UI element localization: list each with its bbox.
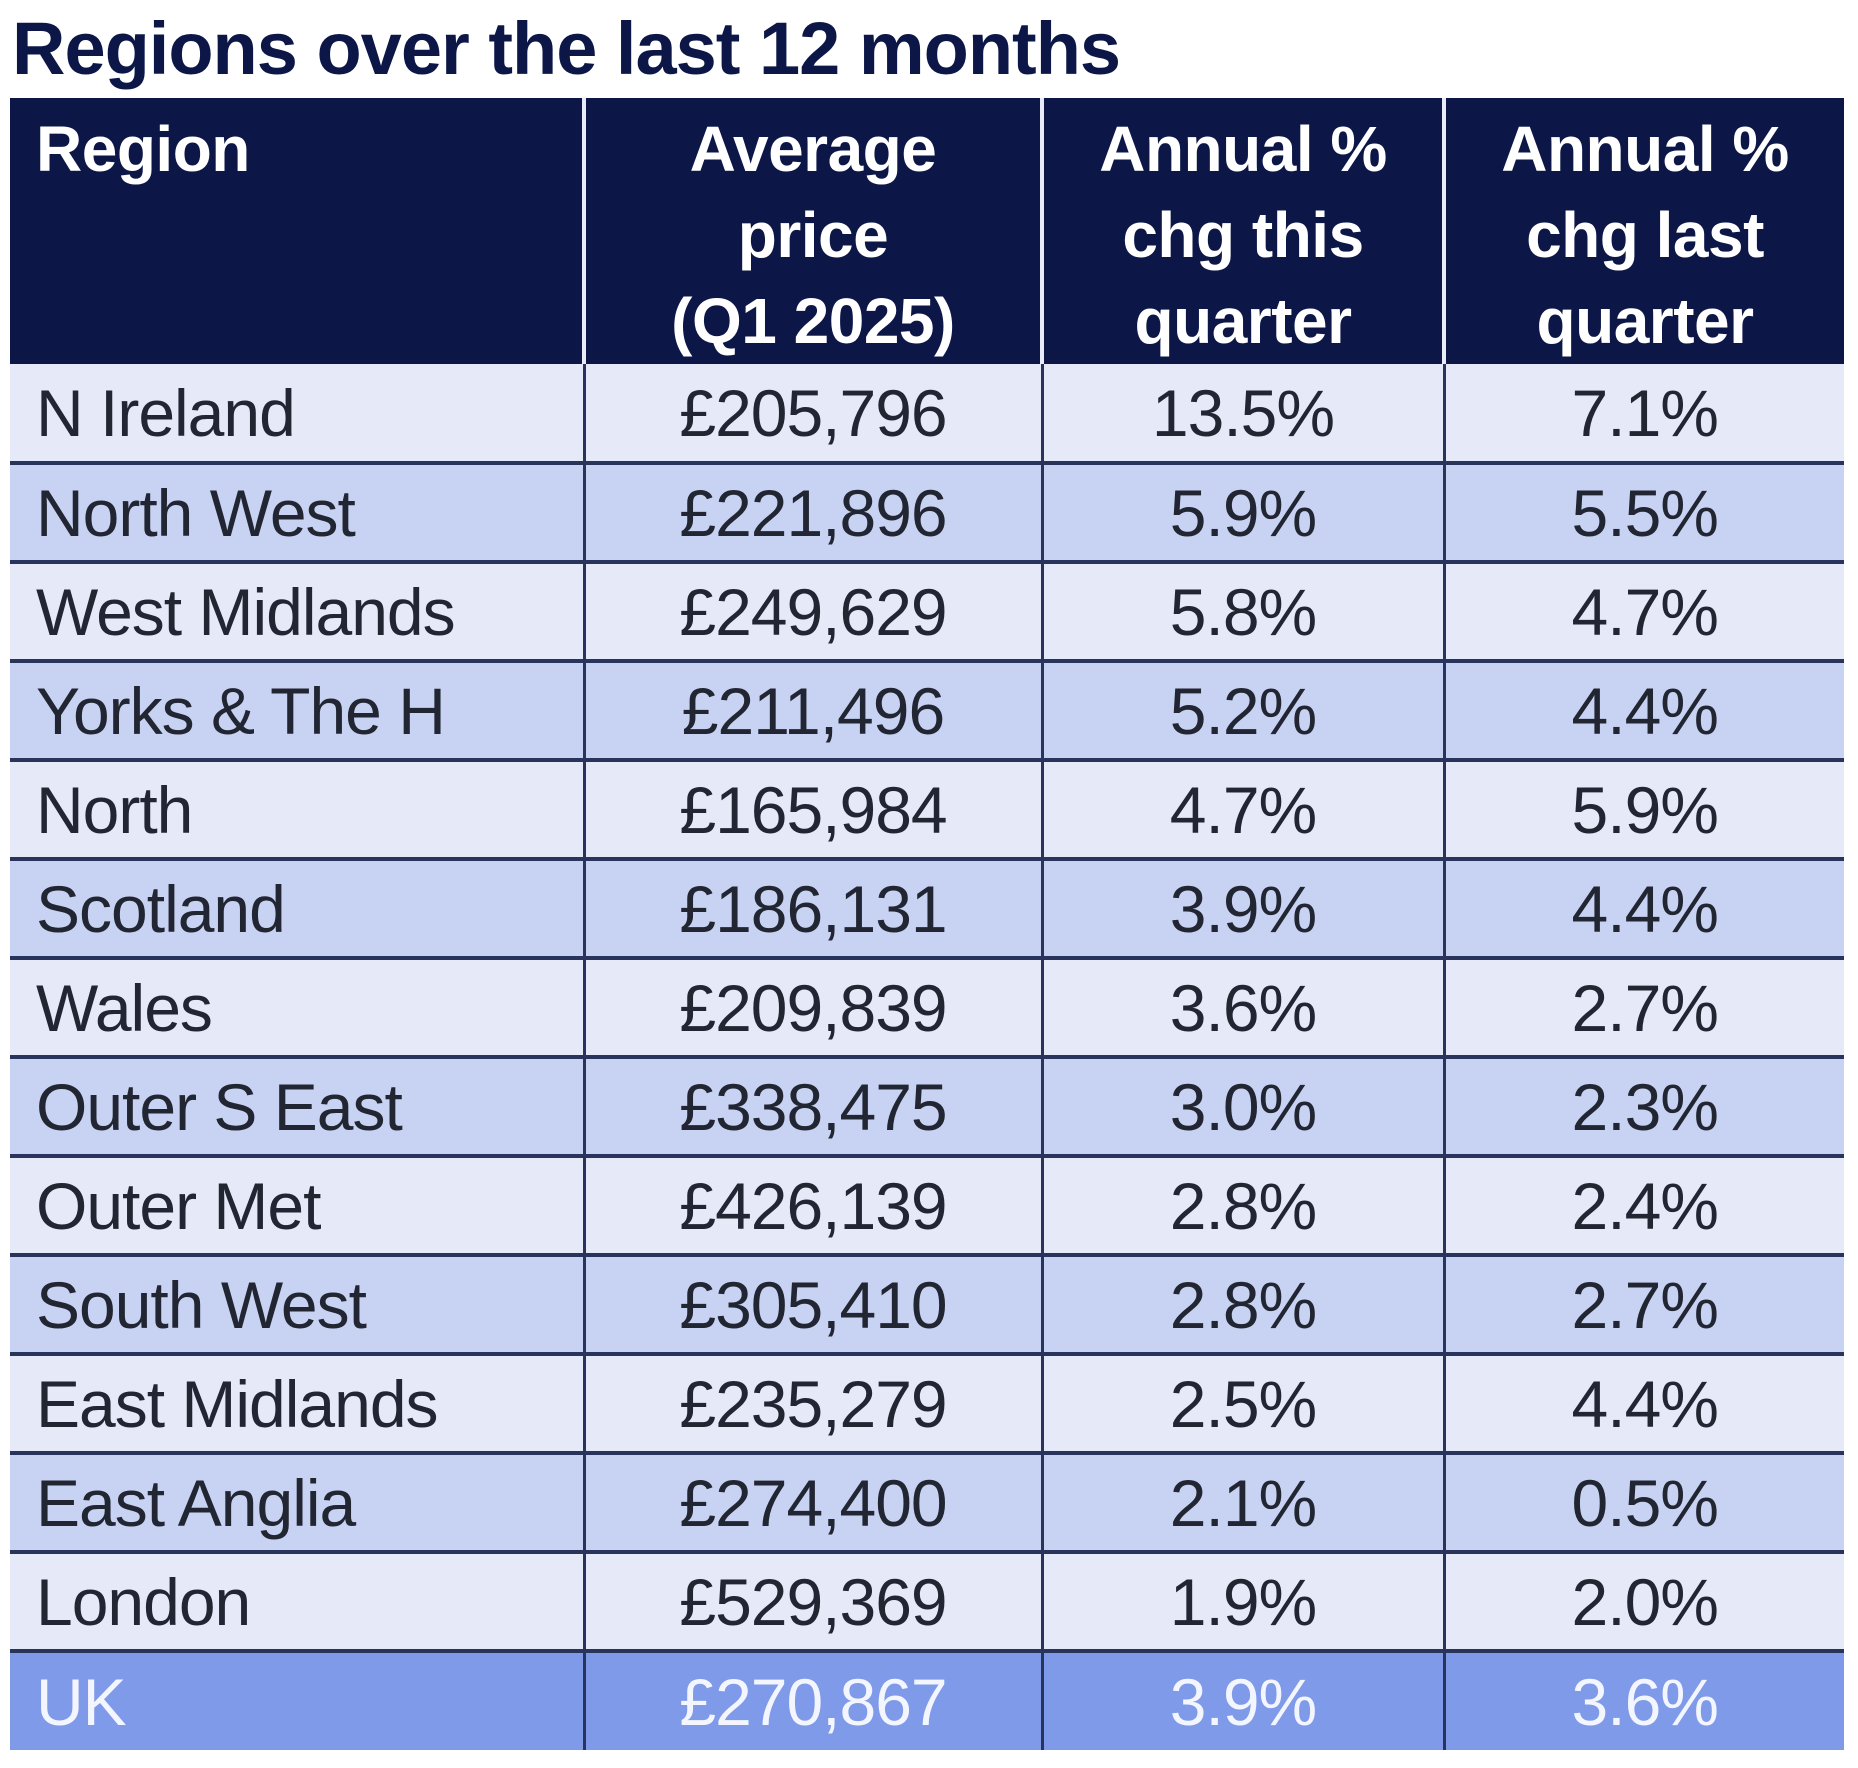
average-price-cell: £209,839 bbox=[582, 956, 1042, 1057]
header-annual-chg-this-quarter: Annual % chg this quarter bbox=[1040, 98, 1444, 364]
chg-last-quarter-cell: 4.4% bbox=[1442, 1352, 1844, 1453]
chg-last-quarter-cell: 3.6% bbox=[1442, 1649, 1844, 1750]
average-price-cell: £249,629 bbox=[582, 560, 1042, 661]
chg-this-quarter-cell: 5.8% bbox=[1040, 560, 1444, 661]
table-row: Wales £209,839 3.6% 2.7% bbox=[10, 956, 1844, 1057]
chg-last-quarter-cell: 5.9% bbox=[1442, 758, 1844, 859]
page-title: Regions over the last 12 months bbox=[12, 7, 1121, 90]
chg-this-quarter-cell: 3.9% bbox=[1040, 1649, 1444, 1750]
chg-this-quarter-cell: 5.9% bbox=[1040, 461, 1444, 562]
chg-this-quarter-cell: 1.9% bbox=[1040, 1550, 1444, 1651]
header-annual-chg-last-quarter: Annual % chg last quarter bbox=[1442, 98, 1844, 364]
table-row: Yorks & The H £211,496 5.2% 4.4% bbox=[10, 659, 1844, 760]
chg-this-quarter-cell: 13.5% bbox=[1040, 364, 1444, 463]
table-row: South West £305,410 2.8% 2.7% bbox=[10, 1253, 1844, 1354]
region-cell: Yorks & The H bbox=[10, 659, 584, 760]
average-price-cell: £270,867 bbox=[582, 1649, 1042, 1750]
header-region: Region bbox=[10, 98, 584, 364]
header-line: Average bbox=[689, 113, 937, 185]
region-cell: Scotland bbox=[10, 857, 584, 958]
region-cell: North West bbox=[10, 461, 584, 562]
region-cell: London bbox=[10, 1550, 584, 1651]
chg-this-quarter-cell: 2.1% bbox=[1040, 1451, 1444, 1552]
region-cell: West Midlands bbox=[10, 560, 584, 661]
chg-this-quarter-cell: 3.9% bbox=[1040, 857, 1444, 958]
chg-this-quarter-cell: 3.0% bbox=[1040, 1055, 1444, 1156]
header-line: Region bbox=[36, 113, 250, 185]
chg-this-quarter-cell: 3.6% bbox=[1040, 956, 1444, 1057]
header-line: Annual % bbox=[1099, 113, 1387, 185]
header-line: chg last bbox=[1526, 199, 1764, 271]
average-price-cell: £529,369 bbox=[582, 1550, 1042, 1651]
chg-this-quarter-cell: 2.5% bbox=[1040, 1352, 1444, 1453]
chg-this-quarter-cell: 5.2% bbox=[1040, 659, 1444, 760]
header-row: Region Average price (Q1 2025) Annual % … bbox=[10, 98, 1844, 364]
header-line: (Q1 2025) bbox=[671, 285, 955, 357]
average-price-cell: £186,131 bbox=[582, 857, 1042, 958]
header-line: quarter bbox=[1536, 285, 1755, 357]
region-cell: East Anglia bbox=[10, 1451, 584, 1552]
table-row: North £165,984 4.7% 5.9% bbox=[10, 758, 1844, 859]
chg-this-quarter-cell: 4.7% bbox=[1040, 758, 1444, 859]
table-row: Scotland £186,131 3.9% 4.4% bbox=[10, 857, 1844, 958]
chg-this-quarter-cell: 2.8% bbox=[1040, 1253, 1444, 1354]
table-row: Outer Met £426,139 2.8% 2.4% bbox=[10, 1154, 1844, 1255]
region-cell: East Midlands bbox=[10, 1352, 584, 1453]
chg-last-quarter-cell: 2.7% bbox=[1442, 1253, 1844, 1354]
chg-last-quarter-cell: 4.4% bbox=[1442, 857, 1844, 958]
average-price-cell: £235,279 bbox=[582, 1352, 1042, 1453]
average-price-cell: £205,796 bbox=[582, 364, 1042, 463]
region-cell: N Ireland bbox=[10, 364, 584, 463]
header-line: price bbox=[737, 199, 889, 271]
table-row: East Midlands £235,279 2.5% 4.4% bbox=[10, 1352, 1844, 1453]
header-line: quarter bbox=[1134, 285, 1353, 357]
average-price-cell: £426,139 bbox=[582, 1154, 1042, 1255]
header-line: Annual % bbox=[1501, 113, 1789, 185]
chg-last-quarter-cell: 7.1% bbox=[1442, 364, 1844, 463]
region-cell: Outer Met bbox=[10, 1154, 584, 1255]
chg-last-quarter-cell: 2.3% bbox=[1442, 1055, 1844, 1156]
region-cell: UK bbox=[10, 1649, 584, 1750]
region-cell: North bbox=[10, 758, 584, 859]
table-body: N Ireland £205,796 13.5% 7.1% North West £221… bbox=[10, 364, 1844, 1750]
chg-last-quarter-cell: 2.0% bbox=[1442, 1550, 1844, 1651]
chg-last-quarter-cell: 2.4% bbox=[1442, 1154, 1844, 1255]
chg-last-quarter-cell: 0.5% bbox=[1442, 1451, 1844, 1552]
table-row: N Ireland £205,796 13.5% 7.1% bbox=[10, 364, 1844, 463]
average-price-cell: £165,984 bbox=[582, 758, 1042, 859]
chg-last-quarter-cell: 5.5% bbox=[1442, 461, 1844, 562]
table-row: West Midlands £249,629 5.8% 4.7% bbox=[10, 560, 1844, 661]
chg-this-quarter-cell: 2.8% bbox=[1040, 1154, 1444, 1255]
region-cell: Wales bbox=[10, 956, 584, 1057]
average-price-cell: £274,400 bbox=[582, 1451, 1042, 1552]
table-row: London £529,369 1.9% 2.0% bbox=[10, 1550, 1844, 1651]
average-price-cell: £338,475 bbox=[582, 1055, 1042, 1156]
header-line: chg this bbox=[1122, 199, 1364, 271]
average-price-cell: £211,496 bbox=[582, 659, 1042, 760]
table-row: Outer S East £338,475 3.0% 2.3% bbox=[10, 1055, 1844, 1156]
regions-table: Region Average price (Q1 2025) Annual % … bbox=[10, 98, 1844, 1750]
table-header: Region Average price (Q1 2025) Annual % … bbox=[10, 98, 1844, 364]
table-row: East Anglia £274,400 2.1% 0.5% bbox=[10, 1451, 1844, 1552]
header-average-price: Average price (Q1 2025) bbox=[582, 98, 1042, 364]
chg-last-quarter-cell: 2.7% bbox=[1442, 956, 1844, 1057]
chg-last-quarter-cell: 4.4% bbox=[1442, 659, 1844, 760]
average-price-cell: £221,896 bbox=[582, 461, 1042, 562]
region-cell: Outer S East bbox=[10, 1055, 584, 1156]
chg-last-quarter-cell: 4.7% bbox=[1442, 560, 1844, 661]
total-row: UK £270,867 3.9% 3.6% bbox=[10, 1649, 1844, 1750]
region-cell: South West bbox=[10, 1253, 584, 1354]
average-price-cell: £305,410 bbox=[582, 1253, 1042, 1354]
table-row: North West £221,896 5.9% 5.5% bbox=[10, 461, 1844, 562]
